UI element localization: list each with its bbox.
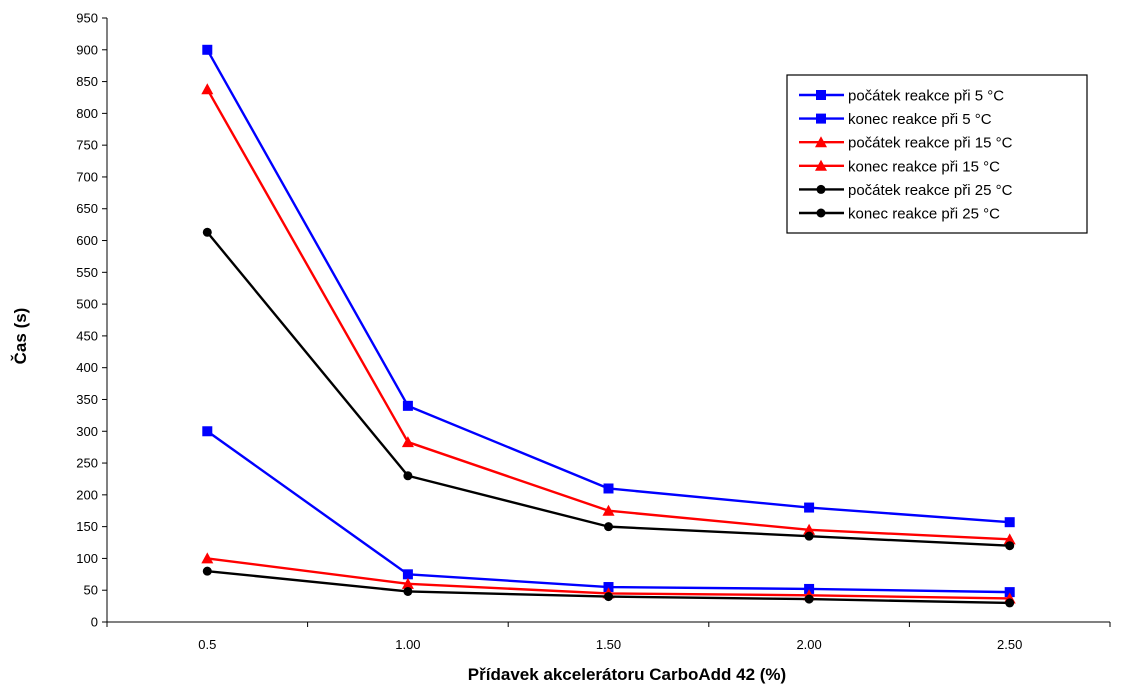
data-point-square <box>804 583 815 594</box>
legend-label: konec reakce při 15 °C <box>848 158 1000 175</box>
data-point-circle <box>816 184 826 194</box>
data-point-triangle <box>815 159 827 171</box>
y-axis-title: Čas (s) <box>11 308 30 365</box>
legend-item: počátek reakce při 15 °C <box>799 135 1013 152</box>
data-point-circle <box>403 586 413 596</box>
data-point-square <box>202 44 213 55</box>
y-tick-label: 200 <box>76 487 98 502</box>
y-tick-label: 550 <box>76 265 98 280</box>
y-tick-label: 650 <box>76 201 98 216</box>
y-tick-label: 950 <box>76 11 98 26</box>
y-tick-label: 800 <box>76 106 98 121</box>
y-tick-label: 850 <box>76 74 98 89</box>
data-point-triangle <box>803 523 816 535</box>
legend-label: konec reakce při 25 °C <box>848 206 1000 223</box>
data-point-triangle <box>201 552 214 564</box>
data-point-triangle <box>401 436 414 448</box>
legend: počátek reakce při 5 °C konec reakce při … <box>786 74 1088 234</box>
data-point-square <box>816 113 826 124</box>
data-point-triangle <box>201 83 214 95</box>
y-tick-label: 450 <box>76 328 98 343</box>
legend-label: konec reakce při 5 °C <box>848 111 992 128</box>
data-point-square <box>603 483 614 494</box>
series-3 <box>201 83 1016 545</box>
data-point-circle <box>1005 541 1015 551</box>
series-1 <box>202 44 1015 528</box>
series-5 <box>202 227 1015 551</box>
y-tick-label: 900 <box>76 42 98 57</box>
x-axis-title: Přídavek akcelerátoru CarboAdd 42 (%) <box>468 665 786 684</box>
data-point-circle <box>604 522 613 532</box>
data-point-triangle <box>1003 533 1016 545</box>
data-point-triangle <box>401 577 414 589</box>
axes <box>102 17 1111 627</box>
x-tick-label: 0.5 <box>198 637 216 652</box>
x-tick-label: 1.00 <box>395 637 420 652</box>
data-point-square <box>202 426 213 437</box>
data-point-square <box>804 502 815 513</box>
data-point-circle <box>816 208 826 218</box>
series-layer <box>201 44 1016 608</box>
legend-item: konec reakce při 25 °C <box>799 206 1000 223</box>
data-point-circle <box>202 566 212 576</box>
y-tick-label: 600 <box>76 233 98 248</box>
legend-label: počátek reakce při 15 °C <box>848 135 1013 152</box>
y-tick-label: 150 <box>76 519 98 534</box>
data-point-circle <box>604 592 613 602</box>
y-tick-label: 700 <box>76 169 98 184</box>
data-point-square <box>816 90 826 100</box>
legend-box <box>786 74 1088 234</box>
y-tick-labels: 0 50 100 150 200 250 300 350 400 450 500 550 600 650 7… <box>76 11 98 630</box>
data-point-triangle <box>602 504 615 516</box>
x-tick-labels: 0.5 1.00 1.50 2.00 2.50 <box>198 637 1022 652</box>
series-0 <box>202 426 1015 598</box>
data-point-square <box>1004 517 1015 528</box>
y-tick-label: 100 <box>76 551 98 566</box>
y-tick-label: 500 <box>76 297 98 312</box>
y-tick-label: 300 <box>76 424 98 439</box>
series-4 <box>202 566 1015 608</box>
data-point-circle <box>202 227 212 237</box>
data-point-triangle <box>815 136 827 148</box>
y-tick-label: 750 <box>76 138 98 153</box>
y-tick-label: 250 <box>76 456 98 471</box>
series-line <box>206 231 1010 547</box>
legend-item: počátek reakce při 5 °C <box>799 88 1004 105</box>
data-point-square <box>402 569 413 580</box>
legend-item: počátek reakce při 25 °C <box>799 182 1013 199</box>
x-tick-label: 2.00 <box>796 637 821 652</box>
y-tick-label: 350 <box>76 392 98 407</box>
data-point-square <box>603 582 614 593</box>
data-point-circle <box>1005 598 1015 608</box>
x-tick-label: 2.50 <box>997 637 1022 652</box>
y-tick-label: 50 <box>84 583 98 598</box>
data-point-circle <box>804 594 814 604</box>
data-point-square <box>402 400 413 411</box>
data-point-circle <box>403 471 413 481</box>
y-tick-label: 400 <box>76 360 98 375</box>
data-point-circle <box>804 531 814 541</box>
legend-item: konec reakce při 5 °C <box>799 111 992 128</box>
x-tick-label: 1.50 <box>596 637 621 652</box>
legend-item: konec reakce při 15 °C <box>799 158 1000 175</box>
legend-label: počátek reakce při 5 °C <box>848 88 1004 105</box>
legend-label: počátek reakce při 25 °C <box>848 182 1013 199</box>
data-point-square <box>1004 587 1015 598</box>
y-tick-label: 0 <box>91 615 98 630</box>
